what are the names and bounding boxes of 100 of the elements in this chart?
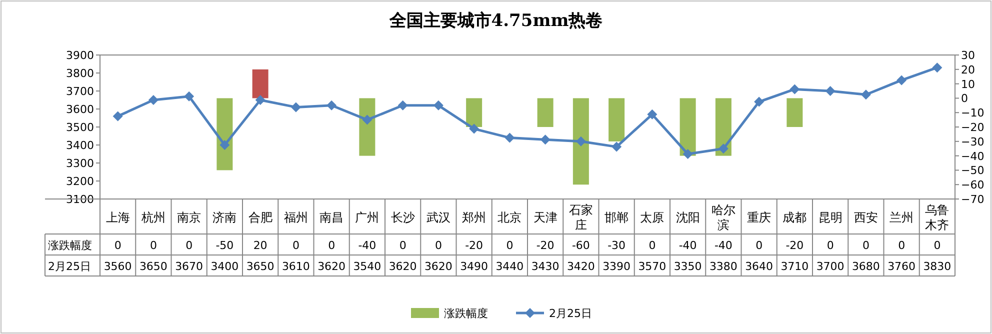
data-label: -30 bbox=[608, 239, 626, 252]
data-label: 3640 bbox=[745, 260, 774, 273]
x-tick-label: 昆明 bbox=[818, 210, 842, 224]
data-label: 3440 bbox=[496, 260, 524, 273]
x-tick-label: 杭州 bbox=[140, 210, 166, 224]
point bbox=[184, 91, 194, 102]
point bbox=[362, 114, 372, 125]
x-tick-label: 合肥 bbox=[248, 210, 272, 224]
y-tick-label: 3700 bbox=[66, 85, 94, 98]
data-label: 0 bbox=[328, 239, 336, 252]
x-tick-label: 北京 bbox=[498, 210, 522, 224]
x-tick-label: 南京 bbox=[177, 210, 202, 224]
data-label: 3830 bbox=[923, 260, 952, 273]
point bbox=[790, 84, 800, 94]
y2-tick-label: 0 bbox=[961, 92, 968, 106]
x-tick-label: 上海 bbox=[106, 210, 130, 224]
legend-label: 2月25日 bbox=[549, 307, 592, 320]
point bbox=[612, 142, 622, 152]
x-tick-label: 广州 bbox=[355, 210, 380, 224]
x-tick-label: 兰州 bbox=[890, 210, 914, 224]
data-label: 3560 bbox=[104, 260, 132, 273]
x-tick-label: 重庆 bbox=[747, 210, 772, 224]
y-tick-label: 3500 bbox=[66, 121, 94, 134]
point bbox=[326, 100, 337, 110]
x-tick-label: 郑州 bbox=[462, 210, 486, 224]
data-label: -40 bbox=[358, 239, 376, 252]
data-label: -40 bbox=[714, 239, 732, 252]
data-label: 3390 bbox=[602, 260, 631, 273]
data-label: 3380 bbox=[709, 260, 738, 273]
text: 2月25日 bbox=[48, 260, 91, 273]
x-tick-label: 乌鲁木齐 bbox=[925, 203, 950, 232]
text: 涨跌幅度 bbox=[48, 239, 92, 252]
x-tick-label: 沈阳 bbox=[676, 210, 700, 224]
data-label: -20 bbox=[786, 239, 804, 252]
data-label: 0 bbox=[186, 239, 193, 252]
x-tick-label: 太原 bbox=[640, 210, 664, 224]
data-label: -20 bbox=[465, 239, 484, 252]
x-tick-label: 哈尔滨 bbox=[711, 203, 736, 232]
y2-tick-label: −30 bbox=[961, 135, 984, 148]
y2-tick-label: −20 bbox=[961, 121, 984, 134]
x-tick-label: 福州 bbox=[284, 210, 308, 224]
data-label: 0 bbox=[826, 239, 834, 252]
point bbox=[932, 62, 942, 73]
y2-tick-label: −60 bbox=[961, 178, 984, 192]
point bbox=[896, 75, 907, 86]
data-label: 3540 bbox=[353, 260, 382, 273]
legend-label: 涨跌幅度 bbox=[444, 307, 488, 320]
data-label: 3650 bbox=[246, 260, 274, 273]
data-label: 0 bbox=[862, 239, 870, 252]
y-tick-label: 3600 bbox=[66, 103, 94, 116]
data-label: 3650 bbox=[139, 260, 168, 273]
data-label: 3610 bbox=[282, 260, 310, 273]
data-label: 0 bbox=[648, 239, 656, 252]
point bbox=[148, 95, 158, 105]
point bbox=[504, 132, 515, 143]
point bbox=[754, 96, 764, 107]
data-label: 0 bbox=[114, 239, 122, 252]
x-tick-label: 西安 bbox=[854, 210, 878, 224]
data-label: 3700 bbox=[816, 260, 844, 273]
data-label: 3620 bbox=[388, 260, 417, 273]
data-label: -60 bbox=[572, 239, 590, 252]
data-label: 3710 bbox=[780, 260, 809, 273]
x-tick-label: 武汉 bbox=[426, 210, 450, 224]
point bbox=[112, 111, 123, 122]
point bbox=[647, 109, 658, 120]
y-tick-label: 3400 bbox=[66, 139, 94, 152]
data-label: 0 bbox=[506, 239, 514, 252]
data-label: 3430 bbox=[531, 260, 560, 273]
data-label: 3400 bbox=[210, 260, 239, 273]
data-label: -40 bbox=[678, 239, 697, 252]
data-label: -20 bbox=[536, 239, 554, 252]
y2-tick-label: 20 bbox=[961, 63, 975, 76]
y2-tick-label: −10 bbox=[961, 106, 984, 120]
y2-tick-label: 10 bbox=[961, 78, 975, 91]
data-label: 0 bbox=[898, 239, 906, 252]
data-label: 0 bbox=[934, 239, 941, 252]
data-label: 0 bbox=[434, 239, 442, 252]
point bbox=[576, 136, 586, 146]
point bbox=[860, 90, 871, 100]
point bbox=[255, 95, 266, 105]
x-tick-label: 济南 bbox=[212, 210, 237, 224]
point bbox=[825, 86, 836, 96]
data-label: 3350 bbox=[674, 260, 702, 273]
data-label: 0 bbox=[756, 239, 763, 252]
data-label: -50 bbox=[216, 239, 234, 252]
data-label: 3620 bbox=[318, 260, 346, 273]
data-label: 3490 bbox=[460, 260, 488, 273]
point bbox=[398, 100, 408, 110]
data-label: 3620 bbox=[424, 260, 452, 273]
y2-tick-label: −40 bbox=[961, 150, 984, 163]
point bbox=[220, 140, 230, 150]
point bbox=[290, 102, 301, 112]
x-tick-label: 南昌 bbox=[320, 210, 344, 224]
x-tick-label: 邯郸 bbox=[604, 210, 629, 224]
point bbox=[540, 134, 550, 145]
x-tick-label: 长沙 bbox=[390, 210, 415, 224]
data-label: 3680 bbox=[852, 260, 880, 273]
y2-tick-label: −50 bbox=[961, 164, 984, 178]
x-tick-label: 石家庄 bbox=[568, 203, 593, 232]
y-tick-label: 3300 bbox=[66, 157, 94, 170]
